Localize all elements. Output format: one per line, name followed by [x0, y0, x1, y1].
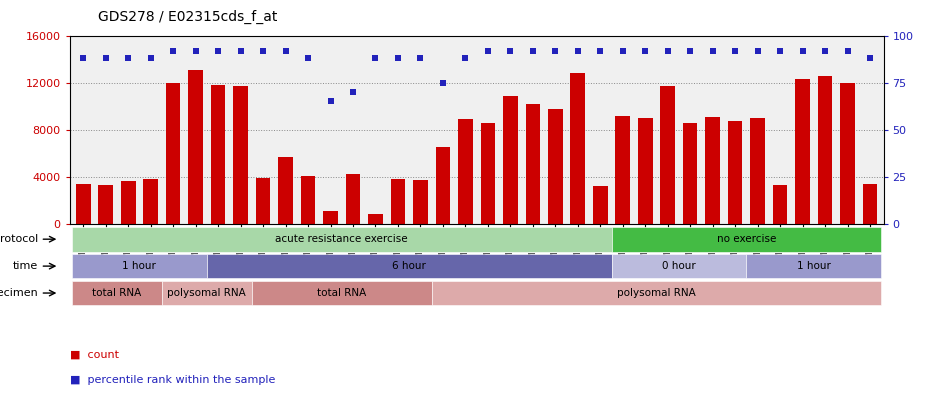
- Bar: [593, 186, 607, 224]
- Text: protocol: protocol: [0, 234, 38, 244]
- Point: [660, 48, 675, 54]
- Bar: [76, 184, 90, 224]
- Point: [840, 48, 855, 54]
- Bar: [72, 281, 162, 305]
- Bar: [233, 86, 248, 224]
- Bar: [143, 179, 158, 224]
- Point: [705, 48, 720, 54]
- Bar: [121, 181, 136, 224]
- Text: total RNA: total RNA: [92, 288, 141, 298]
- Bar: [660, 86, 675, 224]
- Point: [76, 55, 91, 61]
- Bar: [346, 174, 360, 224]
- Bar: [162, 281, 252, 305]
- Bar: [189, 70, 203, 224]
- Point: [458, 55, 472, 61]
- Point: [795, 48, 810, 54]
- Bar: [72, 254, 206, 278]
- Point: [525, 48, 540, 54]
- Bar: [747, 254, 882, 278]
- Bar: [616, 116, 630, 224]
- Bar: [548, 109, 563, 224]
- Bar: [840, 83, 855, 224]
- Point: [616, 48, 631, 54]
- Point: [256, 48, 271, 54]
- Bar: [391, 179, 405, 224]
- Bar: [638, 118, 653, 224]
- Text: time: time: [13, 261, 38, 271]
- Point: [166, 48, 180, 54]
- Point: [211, 48, 226, 54]
- Bar: [278, 157, 293, 224]
- Text: acute resistance exercise: acute resistance exercise: [275, 234, 408, 244]
- Bar: [435, 147, 450, 224]
- Point: [751, 48, 765, 54]
- Point: [346, 89, 361, 95]
- Bar: [211, 85, 225, 224]
- Point: [188, 48, 203, 54]
- Bar: [72, 227, 612, 251]
- Point: [570, 48, 585, 54]
- Point: [862, 55, 877, 61]
- Bar: [300, 175, 315, 224]
- Bar: [256, 178, 271, 224]
- Bar: [99, 185, 113, 224]
- Bar: [612, 227, 882, 251]
- Point: [233, 48, 248, 54]
- Point: [435, 80, 450, 86]
- Bar: [863, 184, 877, 224]
- Point: [99, 55, 113, 61]
- Bar: [458, 119, 472, 224]
- Bar: [166, 83, 180, 224]
- Bar: [206, 254, 612, 278]
- Point: [391, 55, 405, 61]
- Text: ■  count: ■ count: [70, 349, 119, 360]
- Point: [727, 48, 742, 54]
- Text: 1 hour: 1 hour: [797, 261, 830, 271]
- Bar: [503, 95, 518, 224]
- Point: [121, 55, 136, 61]
- Point: [683, 48, 698, 54]
- Point: [481, 48, 496, 54]
- Point: [503, 48, 518, 54]
- Text: GDS278 / E02315cds_f_at: GDS278 / E02315cds_f_at: [98, 10, 277, 24]
- Point: [143, 55, 158, 61]
- Bar: [795, 79, 810, 224]
- Point: [773, 48, 788, 54]
- Text: total RNA: total RNA: [317, 288, 366, 298]
- Text: specimen: specimen: [0, 288, 38, 298]
- Bar: [728, 122, 742, 224]
- Text: polysomal RNA: polysomal RNA: [167, 288, 246, 298]
- Point: [413, 55, 428, 61]
- Point: [817, 48, 832, 54]
- Bar: [751, 118, 764, 224]
- Text: 6 hour: 6 hour: [392, 261, 426, 271]
- Point: [300, 55, 315, 61]
- Point: [548, 48, 563, 54]
- Text: ■  percentile rank within the sample: ■ percentile rank within the sample: [70, 375, 275, 385]
- Text: polysomal RNA: polysomal RNA: [618, 288, 696, 298]
- Point: [592, 48, 607, 54]
- Point: [323, 98, 338, 105]
- Bar: [252, 281, 432, 305]
- Bar: [368, 214, 383, 224]
- Bar: [525, 104, 540, 224]
- Bar: [324, 211, 338, 224]
- Text: no exercise: no exercise: [717, 234, 776, 244]
- Point: [368, 55, 383, 61]
- Text: 1 hour: 1 hour: [123, 261, 156, 271]
- Bar: [432, 281, 882, 305]
- Bar: [817, 76, 832, 224]
- Bar: [570, 73, 585, 224]
- Bar: [481, 123, 495, 224]
- Point: [278, 48, 293, 54]
- Bar: [773, 185, 788, 224]
- Text: 0 hour: 0 hour: [662, 261, 696, 271]
- Bar: [683, 123, 698, 224]
- Bar: [413, 180, 428, 224]
- Bar: [612, 254, 747, 278]
- Bar: [705, 117, 720, 224]
- Point: [638, 48, 653, 54]
